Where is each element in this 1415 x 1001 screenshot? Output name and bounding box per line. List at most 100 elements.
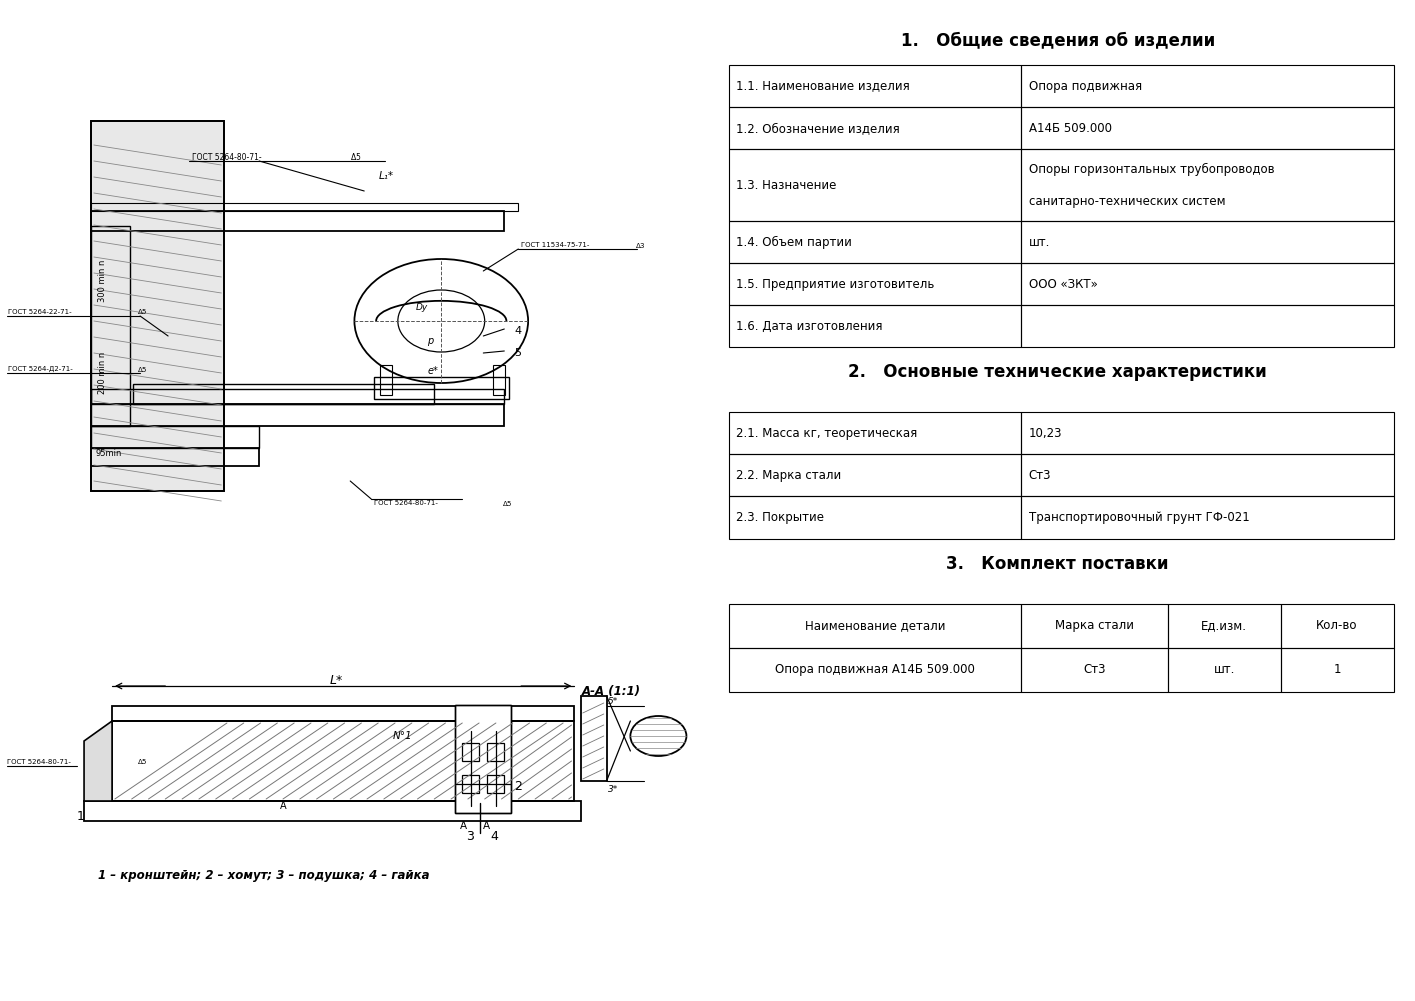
Text: Опоры горизонтальных трубопроводов: Опоры горизонтальных трубопроводов [1029,163,1274,176]
Bar [1281,648,1394,692]
Polygon shape [83,721,112,801]
Text: $\Delta$5: $\Delta$5 [137,758,149,767]
Text: ГОСТ 5264-80-71-: ГОСТ 5264-80-71- [374,500,437,506]
Bar [374,376,509,398]
Text: A: A [280,801,287,811]
Bar [1022,496,1394,539]
Text: 1.2. Обозначение изделия: 1.2. Обозначение изделия [736,122,900,134]
Bar [729,107,1022,149]
Bar [91,389,504,404]
Bar [1022,107,1394,149]
Text: Наименование детали: Наименование детали [805,620,945,632]
Bar [729,65,1022,107]
Text: 1.   Общие сведения об изделии: 1. Общие сведения об изделии [900,31,1215,49]
Text: 10,23: 10,23 [1029,427,1063,439]
Bar [463,743,480,761]
Bar [1022,149,1394,221]
Bar [494,365,505,395]
Text: 5*: 5* [608,698,618,707]
Text: ГОСТ 5264-80-71-: ГОСТ 5264-80-71- [192,152,262,161]
Text: 200 min n: 200 min n [98,352,108,394]
Bar [91,211,504,231]
Text: шт.: шт. [1029,236,1050,248]
Bar [729,305,1022,347]
Bar [1167,648,1281,692]
Text: $\Delta$3: $\Delta$3 [634,240,645,249]
Bar [1022,263,1394,305]
Text: 3*: 3* [608,785,618,794]
Text: ГОСТ 11534-75-71-: ГОСТ 11534-75-71- [521,242,590,248]
Text: N°1: N°1 [392,731,412,741]
Bar [1022,221,1394,263]
Text: санитарно-технических систем: санитарно-технических систем [1029,194,1225,207]
Bar [1281,604,1394,648]
Text: $\Delta$5: $\Delta$5 [350,151,362,162]
Text: 2.1. Масса кг, теоретическая: 2.1. Масса кг, теоретическая [736,427,917,439]
Bar [1022,412,1394,454]
Bar [112,721,574,801]
Text: Ед.изм.: Ед.изм. [1201,620,1247,632]
Text: ГОСТ 5264-22-71-: ГОСТ 5264-22-71- [8,309,72,315]
Bar [91,121,224,491]
Text: A: A [484,821,491,831]
Text: 1.6. Дата изготовления: 1.6. Дата изготовления [736,320,883,332]
Text: $\Delta$5: $\Delta$5 [137,307,149,316]
Text: Транспортировочный грунт ГФ-021: Транспортировочный грунт ГФ-021 [1029,512,1249,524]
Bar [381,365,392,395]
Text: $\Delta$5: $\Delta$5 [137,364,149,373]
Bar [133,384,434,404]
Bar [729,648,1022,692]
Bar [91,404,504,426]
Bar [1022,604,1167,648]
Bar [83,801,582,821]
Text: 2.2. Марка стали: 2.2. Марка стали [736,469,842,481]
Text: ГОСТ 5264-80-71-: ГОСТ 5264-80-71- [7,759,71,765]
Text: 3: 3 [467,830,474,843]
Bar [1022,305,1394,347]
Bar [1022,648,1167,692]
Text: ООО «ЗКТ»: ООО «ЗКТ» [1029,278,1098,290]
Bar [729,454,1022,496]
Text: ГОСТ 5264-Д2-71-: ГОСТ 5264-Д2-71- [8,366,74,372]
Text: шт.: шт. [1214,664,1235,676]
Text: 1.3. Назначение: 1.3. Назначение [736,179,836,191]
Text: 3.   Комплект поставки: 3. Комплект поставки [947,555,1169,573]
Text: 1.4. Объем партии: 1.4. Объем партии [736,235,852,249]
Text: 1: 1 [1333,664,1341,676]
Text: Кол-во: Кол-во [1316,620,1358,632]
Bar [91,121,224,491]
Text: 2.   Основные технические характеристики: 2. Основные технические характеристики [849,363,1266,381]
Bar [91,226,130,426]
Bar [488,743,504,761]
Bar [729,263,1022,305]
Bar [729,412,1022,454]
Text: А-А (1:1): А-А (1:1) [582,685,641,698]
Text: 1.5. Предприятие изготовитель: 1.5. Предприятие изготовитель [736,278,934,290]
Text: А14Б 509.000: А14Б 509.000 [1029,122,1112,134]
Text: A: A [460,821,467,831]
Bar [1167,604,1281,648]
Text: 2.3. Покрытие: 2.3. Покрытие [736,512,824,524]
Bar [91,448,259,466]
Text: Ст3: Ст3 [1029,469,1051,481]
Text: 300 min n: 300 min n [98,260,108,302]
Text: Марка стали: Марка стали [1056,620,1133,632]
Bar [729,604,1022,648]
Bar [463,775,480,793]
Bar [91,203,518,211]
Bar [1022,454,1394,496]
Text: 1.1. Наименование изделия: 1.1. Наименование изделия [736,80,910,92]
Text: 2: 2 [514,780,522,793]
Text: L*: L* [330,674,342,687]
Text: 5: 5 [514,348,521,358]
Bar [488,775,504,793]
Text: Опора подвижная А14Б 509.000: Опора подвижная А14Б 509.000 [775,664,975,676]
Bar [729,221,1022,263]
Text: p: p [427,336,433,346]
Text: e*: e* [427,366,439,376]
Bar [91,426,259,448]
Text: 1 – кронштейн; 2 – хомут; 3 – подушка; 4 – гайка: 1 – кронштейн; 2 – хомут; 3 – подушка; 4… [98,870,430,883]
Text: 1: 1 [76,810,85,823]
Bar [729,149,1022,221]
Text: Ст3: Ст3 [1084,664,1105,676]
